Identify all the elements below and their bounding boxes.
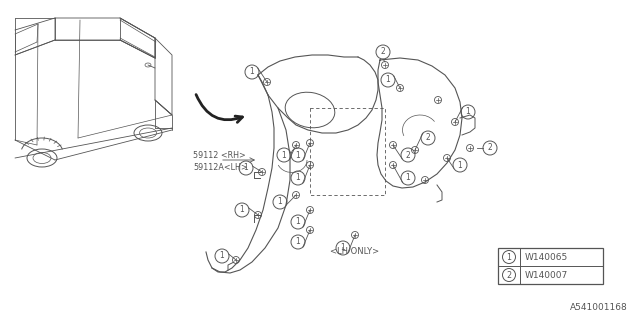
- Text: <LH ONLY>: <LH ONLY>: [330, 247, 380, 256]
- Text: 1: 1: [282, 150, 286, 159]
- Text: 1: 1: [506, 252, 511, 261]
- Text: 1: 1: [250, 68, 254, 76]
- Text: 1: 1: [239, 205, 244, 214]
- Text: A541001168: A541001168: [570, 303, 628, 312]
- Text: 2: 2: [426, 133, 430, 142]
- Text: 1: 1: [244, 164, 248, 172]
- Text: 1: 1: [466, 108, 470, 116]
- Text: W140007: W140007: [525, 270, 568, 279]
- Text: 2: 2: [488, 143, 492, 153]
- Text: 1: 1: [406, 173, 410, 182]
- Text: 1: 1: [386, 76, 390, 84]
- Text: 1: 1: [220, 252, 225, 260]
- Text: 1: 1: [296, 218, 300, 227]
- Text: 2: 2: [506, 270, 511, 279]
- Text: W140065: W140065: [525, 252, 568, 261]
- Text: 59112A<LH>: 59112A<LH>: [193, 163, 248, 172]
- Text: 1: 1: [458, 161, 462, 170]
- Text: 2: 2: [381, 47, 385, 57]
- Text: 1: 1: [278, 197, 282, 206]
- Text: 1: 1: [340, 244, 346, 252]
- Text: 2: 2: [406, 150, 410, 159]
- Text: 59112 <RH>: 59112 <RH>: [193, 150, 246, 159]
- Text: 1: 1: [296, 173, 300, 182]
- Text: 1: 1: [296, 150, 300, 159]
- Text: 1: 1: [296, 237, 300, 246]
